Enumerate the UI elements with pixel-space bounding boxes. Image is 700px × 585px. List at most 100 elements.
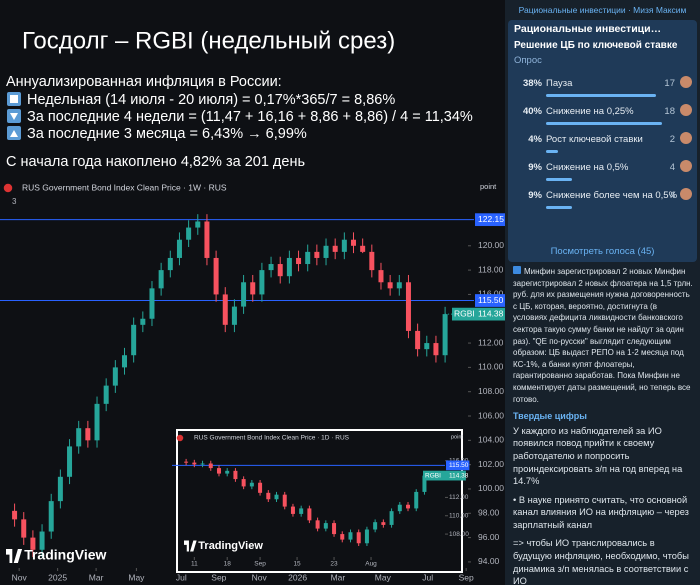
candle-body <box>360 245 366 252</box>
candle-body <box>76 428 82 447</box>
message-text: Минфин зарегистрировал 2 новых Минфин за… <box>513 266 693 405</box>
logo <box>6 549 23 563</box>
price-line-label-bg <box>475 213 505 227</box>
candle-body <box>332 245 338 252</box>
y-tick-label: 112.00 <box>478 337 504 347</box>
candle-body <box>433 343 439 356</box>
candle-body <box>112 367 118 386</box>
avatar <box>680 76 692 88</box>
poll-votes: 2 <box>669 134 675 145</box>
x-tick-label: 23 <box>330 561 338 568</box>
poll-channel[interactable]: Рациональные инвестиции - Мизя Максим <box>514 23 664 35</box>
last-price-label: 114.38 <box>449 472 469 479</box>
inflation-item: Недельная (14 июля - 20 июля) = 0,17%*36… <box>27 92 395 108</box>
candle-body <box>340 534 345 540</box>
y-tick-label: 100.00 <box>478 483 504 493</box>
y-tick-label: 96.00 <box>478 532 500 542</box>
inflation-item: За последние 3 месяца = 6,43% → 6,99% <box>27 126 307 142</box>
candle-body <box>424 343 430 350</box>
candle-body <box>315 520 320 529</box>
candle-body <box>241 479 246 487</box>
chart-title: RUS Government Bond Index Clean Price · … <box>22 182 227 192</box>
poll-option-text: Снижение на 0,5% <box>546 162 629 173</box>
inflation-item: За последние 4 недели = (11,47 + 16,16 +… <box>27 109 473 125</box>
logo <box>184 540 197 552</box>
candle-body <box>94 403 100 441</box>
candle-body <box>225 470 230 474</box>
candle-body <box>405 282 411 331</box>
candle-body <box>176 239 182 258</box>
x-tick-label: Nov <box>12 572 28 582</box>
candle-body <box>307 508 312 521</box>
poll-bar <box>546 178 573 181</box>
poll-percent: 9% <box>528 162 542 173</box>
candle-body <box>30 537 36 550</box>
price-line-label-bg <box>475 294 505 307</box>
candle-body <box>414 491 419 509</box>
candle-body <box>222 294 228 325</box>
poll-percent: 38% <box>522 78 542 89</box>
candle-body <box>192 462 197 465</box>
y-tick-label: 118.00 <box>478 264 504 274</box>
candle-body <box>274 494 279 500</box>
poll-option-text: Рост ключевой ставки <box>546 134 643 145</box>
poll: Рациональные инвестиции - Мизя Максим Ре… <box>508 20 697 262</box>
candle-body <box>103 385 109 404</box>
candle-body <box>140 318 146 325</box>
view-votes[interactable]: Посмотреть голоса (45) <box>550 246 655 257</box>
candle-body <box>406 504 411 509</box>
candle-body <box>389 511 394 525</box>
x-tick-label: Jul <box>422 572 433 582</box>
daily-chart: RUS Government Bond Index Clean Price · … <box>172 434 470 568</box>
poll-option[interactable]: 9% Снижение более чем на 0,5% 4 <box>508 188 697 216</box>
poll-option[interactable]: 4% Рост ключевой ставки 2 <box>508 132 697 160</box>
inflation-footer: С начала года накоплено 4,82% за 201 ден… <box>6 154 305 170</box>
candle-body <box>305 251 311 265</box>
message: Минфин зарегистрировал 2 новых Минфин за… <box>513 266 693 585</box>
poll-option[interactable]: 38% Пауза 17 <box>508 76 697 104</box>
candle-body <box>387 282 393 289</box>
candle-body <box>186 227 192 240</box>
candle-body <box>369 251 375 271</box>
poll-bar <box>546 206 573 209</box>
poll-option-text: Снижение более чем на 0,5% <box>546 190 678 201</box>
candle-body <box>323 523 328 529</box>
candle-body <box>200 463 205 465</box>
poll-percent: 9% <box>528 190 542 201</box>
y-tick-label: 106.00 <box>478 410 504 420</box>
last-price-label: 114.38 <box>478 308 504 318</box>
candle-body <box>213 257 219 295</box>
icon <box>10 95 18 103</box>
candle-body <box>233 470 238 480</box>
candle-body <box>249 482 254 487</box>
message-body: Минфин зарегистрировал 2 новых Минфин за… <box>513 267 693 404</box>
poll-option[interactable]: 9% Снижение на 0,5% 4 <box>508 160 697 188</box>
poll-bar <box>546 150 558 153</box>
poll-option[interactable]: 40% Снижение на 0,25% 18 <box>508 104 697 132</box>
symbol-label: RGBI <box>425 472 441 479</box>
y-tick-label: 94.00 <box>478 556 500 566</box>
telegram-sidebar: Рациональные инвестиции · Мизя Максим Ра… <box>505 0 700 585</box>
poll-votes: 4 <box>669 190 675 201</box>
candle-body <box>258 482 263 493</box>
candle-body <box>314 251 320 258</box>
chart-title: RUS Government Bond Index Clean Price · … <box>194 435 350 442</box>
icon <box>10 130 18 137</box>
y-tick-label: 110.00 <box>449 512 469 519</box>
poll-title: Решение ЦБ по ключевой ставке <box>514 40 678 51</box>
channel-name[interactable]: Рациональные инвестиции · Мизя Максим <box>518 5 687 15</box>
watermark: TradingView <box>198 540 263 552</box>
price-line-label-bg <box>446 460 470 471</box>
candle-body <box>299 508 304 514</box>
poll-votes: 4 <box>669 162 675 173</box>
message-text: • В науке принято считать, что основной … <box>513 494 689 530</box>
y-tick-label: 112.00 <box>449 494 469 501</box>
price-line-label: 122.15 <box>478 214 504 224</box>
candle-body <box>341 239 347 252</box>
x-tick-label: Sep <box>254 561 266 568</box>
candle-body <box>323 245 329 258</box>
candle-body <box>442 314 448 356</box>
candle-body <box>216 468 221 474</box>
price-line-label: 115.50 <box>478 295 504 305</box>
left-panel: Госдолг – RGBI (недельный срез) Аннуализ… <box>0 27 505 582</box>
